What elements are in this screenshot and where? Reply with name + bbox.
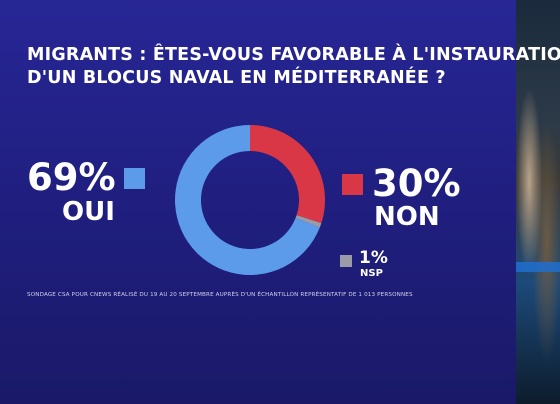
poll-panel: [0, 0, 516, 404]
oui-label: OUI: [62, 197, 115, 227]
donut-chart: [175, 125, 325, 275]
donut-slice-nsp: [295, 215, 322, 228]
non-percent: 30%: [372, 162, 461, 205]
title-line-1: MIGRANTS : ÊTES-VOUS FAVORABLE À L'INSTA…: [27, 45, 560, 65]
non-label: NON: [374, 202, 440, 232]
donut-slice-non: [250, 125, 325, 224]
non-legend-swatch: [342, 174, 363, 195]
background-photo: [516, 0, 560, 404]
oui-percent: 69%: [27, 156, 116, 199]
nsp-label: NSP: [360, 268, 383, 279]
title-line-2: D'UN BLOCUS NAVAL EN MÉDITERRANÉE ?: [27, 68, 446, 88]
chart-title: MIGRANTS : ÊTES-VOUS FAVORABLE À L'INSTA…: [27, 44, 560, 90]
nsp-legend-swatch: [340, 255, 352, 267]
nsp-percent: 1%: [359, 248, 388, 268]
donut-slice-oui: [175, 125, 320, 275]
survey-source-note: SONDAGE CSA POUR CNEWS RÉALISÉ DU 19 AU …: [27, 292, 413, 298]
oui-legend-swatch: [124, 168, 145, 189]
